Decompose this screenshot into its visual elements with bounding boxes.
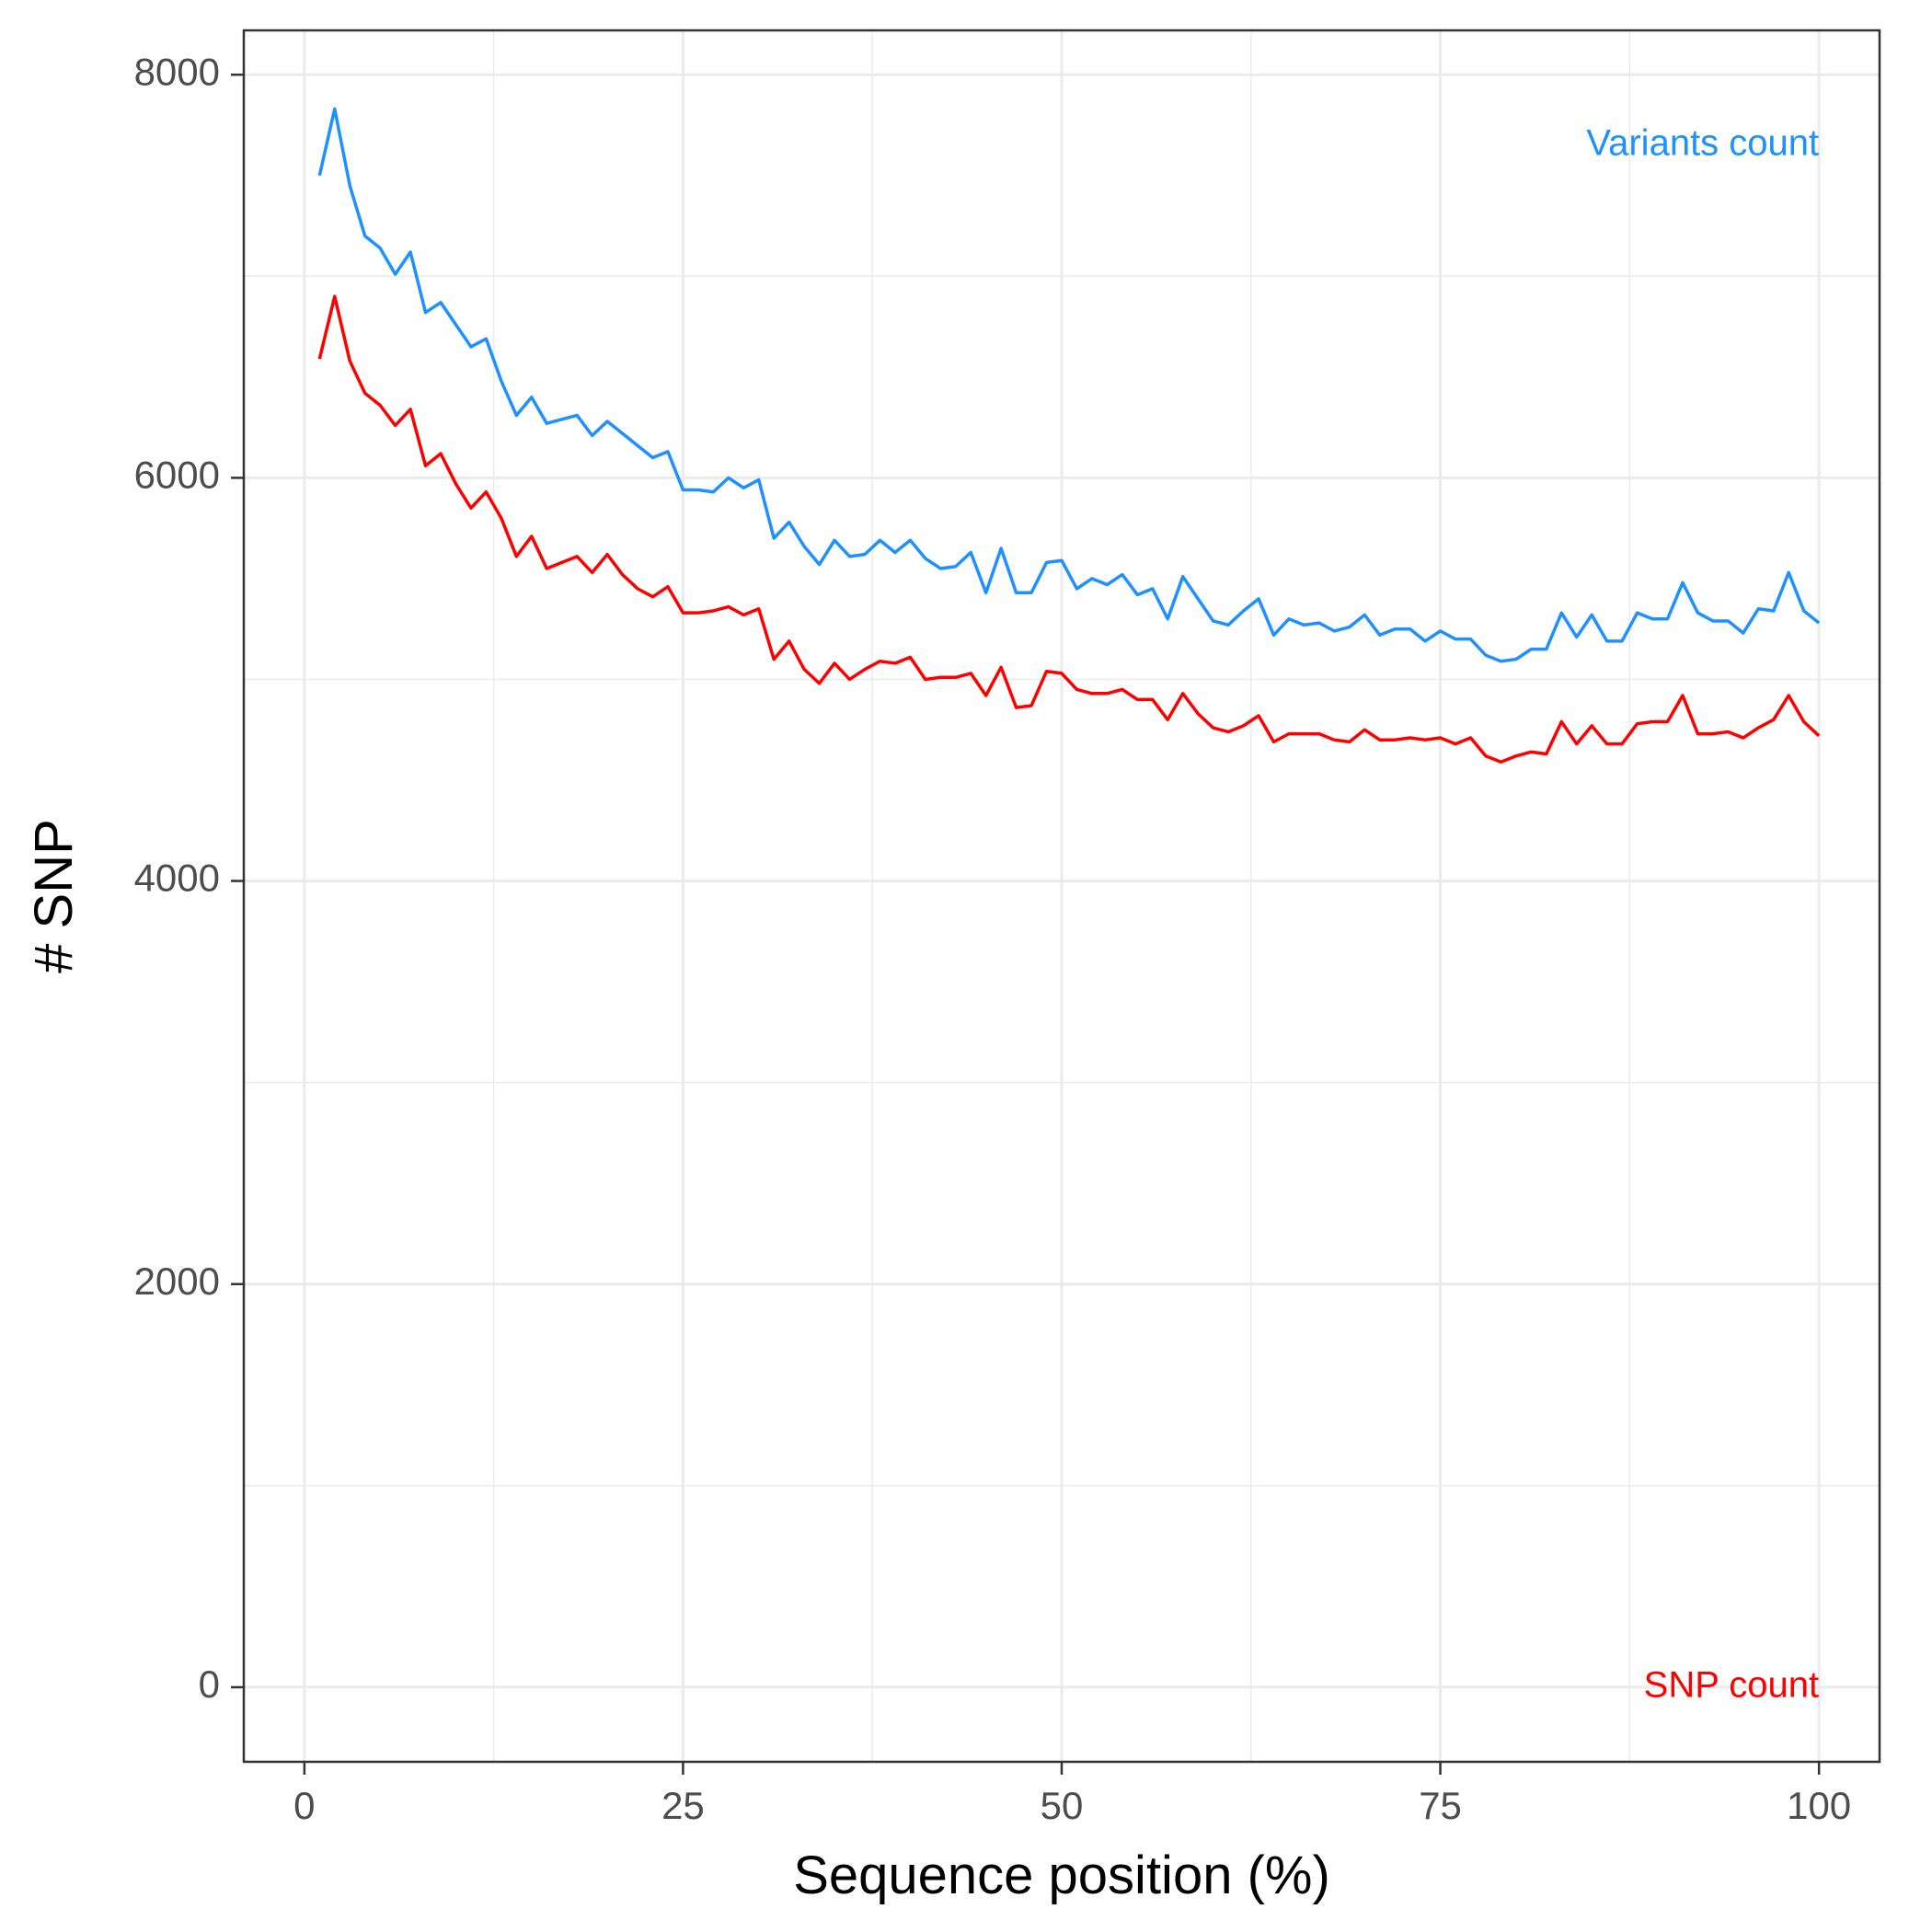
variants-count-label: Variants count: [1586, 122, 1819, 163]
minor-grid-x: [492, 30, 1631, 1762]
variants-count-line: [317, 107, 1821, 663]
y-tick-label: 8000: [134, 50, 220, 93]
major-grid-x: [303, 30, 1821, 1762]
x-tick-label: 0: [293, 1784, 315, 1827]
snp-count-label: SNP count: [1644, 1664, 1820, 1705]
y-tick-label: 4000: [134, 857, 220, 900]
major-grid-y: [244, 73, 1880, 1689]
x-tick-label: 50: [1041, 1784, 1084, 1827]
x-tick-label: 25: [661, 1784, 705, 1827]
y-axis-title: # SNP: [24, 819, 84, 973]
y-tick-label: 6000: [134, 453, 220, 496]
x-tick-label: 75: [1419, 1784, 1462, 1827]
y-axis-ticks: 0 2000 4000 6000 8000: [134, 50, 244, 1706]
x-axis-title: Sequence position (%): [793, 1846, 1330, 1905]
x-tick-label: 100: [1787, 1784, 1851, 1827]
y-tick-label: 2000: [134, 1259, 220, 1303]
series-layer: [317, 107, 1821, 765]
snp-count-line: [317, 294, 1821, 765]
x-axis-ticks: 0 25 50 75 100: [293, 1762, 1851, 1827]
annotation-layer: Variants count SNP count: [1586, 122, 1819, 1705]
y-tick-label: 0: [199, 1662, 220, 1706]
